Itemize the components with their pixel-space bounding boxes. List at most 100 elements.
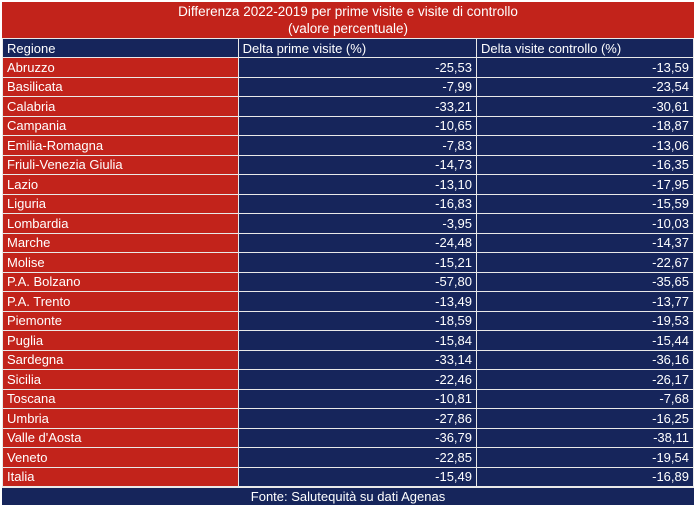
delta-prime-visite-cell: -22,46 xyxy=(237,369,478,390)
delta-prime-visite-cell: -25,53 xyxy=(237,57,478,78)
delta-prime-visite-cell: -13,10 xyxy=(237,174,478,195)
table-row: Emilia-Romagna -7,83 -13,06 xyxy=(2,135,694,156)
delta-prime-visite-cell: -15,21 xyxy=(237,252,478,273)
region-cell: Valle d'Aosta xyxy=(2,427,239,448)
table-row: Liguria -16,83 -15,59 xyxy=(2,193,694,214)
delta-visite-controllo-cell: -19,53 xyxy=(476,310,694,331)
table-title-line2: (valore percentuale) xyxy=(287,21,409,36)
region-cell: Italia xyxy=(2,466,239,487)
delta-visite-controllo-cell: -7,68 xyxy=(476,388,694,409)
delta-visite-controllo-cell: -38,11 xyxy=(476,427,694,448)
table-row: Sicilia -22,46 -26,17 xyxy=(2,369,694,390)
delta-prime-visite-cell: -18,59 xyxy=(237,310,478,331)
delta-visite-controllo-cell: -13,06 xyxy=(476,135,694,156)
delta-prime-visite-cell: -24,48 xyxy=(237,232,478,253)
delta-prime-visite-cell: -15,49 xyxy=(237,466,478,487)
delta-visite-controllo-cell: -16,25 xyxy=(476,408,694,429)
table-row: Friuli-Venezia Giulia -14,73 -16,35 xyxy=(2,154,694,175)
delta-prime-visite-cell: -10,81 xyxy=(237,388,478,409)
delta-prime-visite-cell: -14,73 xyxy=(237,154,478,175)
delta-visite-controllo-cell: -23,54 xyxy=(476,76,694,97)
region-cell: Campania xyxy=(2,115,239,136)
region-cell: Molise xyxy=(2,252,239,273)
region-cell: Umbria xyxy=(2,408,239,429)
region-cell: Piemonte xyxy=(2,310,239,331)
source-footer: Fonte: Salutequità su dati Agenas xyxy=(2,487,694,505)
delta-prime-visite-cell: -27,86 xyxy=(237,408,478,429)
table-row: Veneto -22,85 -19,54 xyxy=(2,447,694,468)
delta-prime-visite-cell: -7,83 xyxy=(237,135,478,156)
delta-visite-controllo-cell: -22,67 xyxy=(476,252,694,273)
table-row: Sardegna -33,14 -36,16 xyxy=(2,349,694,370)
delta-prime-visite-cell: -13,49 xyxy=(237,291,478,312)
column-header-delta-prime-visite: Delta prime visite (%) xyxy=(237,38,478,58)
table-row: P.A. Bolzano -57,80 -35,65 xyxy=(2,271,694,292)
table-row: Puglia -15,84 -15,44 xyxy=(2,330,694,351)
region-cell: Toscana xyxy=(2,388,239,409)
delta-visite-controllo-cell: -13,77 xyxy=(476,291,694,312)
region-cell: Abruzzo xyxy=(2,57,239,78)
region-cell: P.A. Trento xyxy=(2,291,239,312)
table-row: P.A. Trento -13,49 -13,77 xyxy=(2,291,694,312)
header-row: Regione Delta prime visite (%) Delta vis… xyxy=(2,38,694,58)
delta-visite-controllo-cell: -35,65 xyxy=(476,271,694,292)
delta-visite-controllo-cell: -36,16 xyxy=(476,349,694,370)
region-cell: Lombardia xyxy=(2,213,239,234)
table-row: Molise -15,21 -22,67 xyxy=(2,252,694,273)
table-row: Calabria -33,21 -30,61 xyxy=(2,96,694,117)
region-cell: Sicilia xyxy=(2,369,239,390)
delta-visite-controllo-cell: -18,87 xyxy=(476,115,694,136)
column-header-delta-visite-controllo: Delta visite controllo (%) xyxy=(476,38,694,58)
region-cell: Sardegna xyxy=(2,349,239,370)
region-cell: Veneto xyxy=(2,447,239,468)
delta-prime-visite-cell: -15,84 xyxy=(237,330,478,351)
region-cell: Liguria xyxy=(2,193,239,214)
delta-visite-controllo-cell: -15,59 xyxy=(476,193,694,214)
column-header-regione: Regione xyxy=(2,38,239,58)
delta-visite-controllo-cell: -13,59 xyxy=(476,57,694,78)
delta-prime-visite-cell: -33,14 xyxy=(237,349,478,370)
table-title-line1: Differenza 2022-2019 per prime visite e … xyxy=(178,4,518,19)
table-row: Abruzzo -25,53 -13,59 xyxy=(2,57,694,78)
delta-visite-controllo-cell: -14,37 xyxy=(476,232,694,253)
delta-visite-controllo-cell: -19,54 xyxy=(476,447,694,468)
delta-prime-visite-cell: -10,65 xyxy=(237,115,478,136)
delta-prime-visite-cell: -22,85 xyxy=(237,447,478,468)
table-body: Abruzzo -25,53 -13,59 Basilicata -7,99 -23,54… xyxy=(2,57,694,487)
table-header: Regione Delta prime visite (%) Delta vis… xyxy=(2,38,694,58)
delta-prime-visite-cell: -33,21 xyxy=(237,96,478,117)
table-row: Lombardia -3,95 -10,03 xyxy=(2,213,694,234)
data-table: Regione Delta prime visite (%) Delta vis… xyxy=(2,38,694,487)
region-cell: Friuli-Venezia Giulia xyxy=(2,154,239,175)
region-cell: P.A. Bolzano xyxy=(2,271,239,292)
delta-visite-controllo-cell: -26,17 xyxy=(476,369,694,390)
delta-visite-controllo-cell: -17,95 xyxy=(476,174,694,195)
table-row: Italia -15,49 -16,89 xyxy=(2,466,694,487)
table-row: Marche -24,48 -14,37 xyxy=(2,232,694,253)
table-row: Umbria -27,86 -16,25 xyxy=(2,408,694,429)
region-cell: Lazio xyxy=(2,174,239,195)
region-cell: Calabria xyxy=(2,96,239,117)
region-cell: Basilicata xyxy=(2,76,239,97)
table-title: Differenza 2022-2019 per prime visite e … xyxy=(2,2,694,38)
delta-prime-visite-cell: -57,80 xyxy=(237,271,478,292)
delta-prime-visite-cell: -3,95 xyxy=(237,213,478,234)
delta-visite-controllo-cell: -16,35 xyxy=(476,154,694,175)
delta-visite-controllo-cell: -30,61 xyxy=(476,96,694,117)
delta-prime-visite-cell: -36,79 xyxy=(237,427,478,448)
table-row: Lazio -13,10 -17,95 xyxy=(2,174,694,195)
delta-visite-controllo-cell: -10,03 xyxy=(476,213,694,234)
delta-visite-controllo-cell: -16,89 xyxy=(476,466,694,487)
table-row: Campania -10,65 -18,87 xyxy=(2,115,694,136)
delta-prime-visite-cell: -7,99 xyxy=(237,76,478,97)
table-row: Basilicata -7,99 -23,54 xyxy=(2,76,694,97)
region-cell: Emilia-Romagna xyxy=(2,135,239,156)
delta-visite-controllo-cell: -15,44 xyxy=(476,330,694,351)
region-cell: Puglia xyxy=(2,330,239,351)
region-cell: Marche xyxy=(2,232,239,253)
table-row: Toscana -10,81 -7,68 xyxy=(2,388,694,409)
table-row: Valle d'Aosta -36,79 -38,11 xyxy=(2,427,694,448)
delta-prime-visite-cell: -16,83 xyxy=(237,193,478,214)
table-row: Piemonte -18,59 -19,53 xyxy=(2,310,694,331)
